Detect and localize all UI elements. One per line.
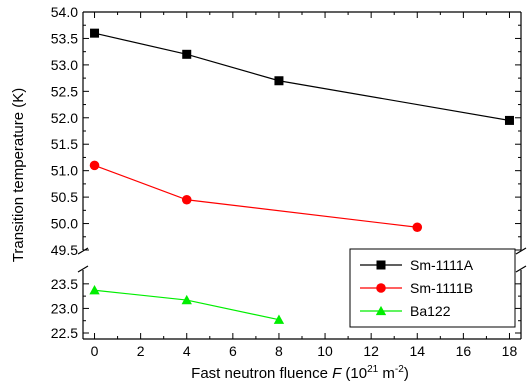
- y-tick-label-lower: 22.5: [51, 325, 78, 341]
- data-point-ba122: [273, 314, 285, 324]
- legend-marker-sm-1111b: [376, 283, 386, 293]
- x-axis-title-prefix: Fast neutron fluence: [191, 365, 332, 382]
- x-tick-label: 2: [137, 343, 145, 359]
- data-point-sm-1111b: [89, 160, 100, 171]
- y-tick-label-upper: 52.0: [51, 110, 78, 126]
- x-tick-label: 6: [229, 343, 237, 359]
- data-point-ba122: [89, 285, 100, 295]
- y-tick-label-upper: 51.5: [51, 136, 78, 152]
- y-tick-label-lower: 23.0: [51, 300, 78, 316]
- y-tick-label-upper: 50.5: [51, 189, 78, 205]
- data-point-sm-1111a: [274, 76, 284, 86]
- x-axis-title-unit-close: ): [404, 365, 409, 382]
- x-tick-label: 14: [409, 343, 425, 359]
- series-line-ba122: [94, 289, 280, 321]
- legend-label-sm-1111b: Sm-1111B: [410, 280, 473, 296]
- legend-label-ba122: Ba122: [410, 303, 451, 319]
- y-axis-break-mark-bottom: [77, 265, 89, 273]
- right-axis-break-mark-top: [515, 247, 527, 255]
- y-tick-label-upper: 52.5: [51, 83, 78, 99]
- x-tick-label: 12: [363, 343, 379, 359]
- data-point-sm-1111a: [90, 28, 100, 38]
- legend-marker-ba122: [375, 305, 387, 316]
- right-axis-break-mark-bottom: [515, 265, 527, 273]
- y-tick-label-upper: 49.5: [51, 242, 78, 258]
- y-tick-label-upper: 53.5: [51, 30, 78, 46]
- x-tick-label: 8: [275, 343, 283, 359]
- y-tick-label-upper: 53.0: [51, 57, 78, 73]
- data-point-sm-1111b: [181, 194, 192, 205]
- x-axis-title: Fast neutron fluence F (1021 m-2): [191, 364, 409, 382]
- y-tick-label-upper: 54.0: [51, 4, 78, 20]
- legend-marker-sm-1111a: [376, 260, 386, 270]
- x-axis-title-unit-open: (10: [341, 365, 367, 382]
- data-point-sm-1111b: [412, 222, 423, 233]
- legend-label-sm-1111a: Sm-1111A: [410, 257, 474, 273]
- y-axis-break-mark-top: [77, 247, 89, 255]
- data-point-sm-1111a: [504, 115, 514, 125]
- series-line-sm-1111b: [94, 164, 418, 228]
- y-tick-label-upper: 51.0: [51, 163, 78, 179]
- x-axis-title-unit-m: m: [378, 365, 395, 382]
- x-axis-title-variable: F: [332, 365, 342, 382]
- x-axis-title-exponent-1: 21: [367, 364, 379, 375]
- x-tick-label: 0: [91, 343, 99, 359]
- x-tick-label: 16: [456, 343, 472, 359]
- x-axis-title-exponent-2: -2: [395, 364, 404, 375]
- y-tick-label-upper: 50.0: [51, 216, 78, 232]
- y-tick-label-lower: 23.5: [51, 276, 78, 292]
- x-tick-label: 18: [502, 343, 518, 359]
- x-tick-label: 10: [317, 343, 333, 359]
- series-line-sm-1111a: [94, 32, 510, 122]
- data-point-sm-1111a: [182, 49, 192, 59]
- x-tick-label: 4: [183, 343, 191, 359]
- y-axis-title: Transition temperature (K): [10, 88, 27, 263]
- data-point-ba122: [181, 294, 192, 305]
